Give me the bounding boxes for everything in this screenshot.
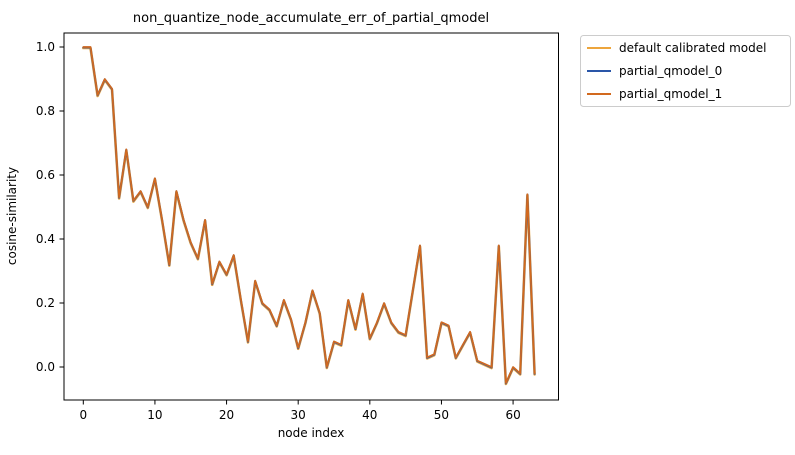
y-axis-ticks: 1.0 0.8 0.6 0.4 0.2 0.0 bbox=[36, 40, 64, 374]
series-lines bbox=[82, 46, 536, 386]
legend-label-partial-qmodel-0: partial_qmodel_0 bbox=[619, 64, 722, 78]
x-tick-label: 30 bbox=[291, 408, 306, 422]
x-axis-ticks: 0 10 20 30 40 50 60 bbox=[79, 400, 521, 422]
x-tick-label: 50 bbox=[434, 408, 449, 422]
plot-area bbox=[63, 32, 559, 401]
y-axis-label: cosine-similarity bbox=[5, 167, 19, 265]
legend-box bbox=[580, 35, 791, 107]
legend-label-default-calibrated-model: default calibrated model bbox=[619, 41, 766, 55]
y-tick-label: 0.8 bbox=[36, 104, 55, 118]
chart-title: non_quantize_node_accumulate_err_of_part… bbox=[133, 11, 489, 26]
x-tick-label: 20 bbox=[219, 408, 234, 422]
legend-label-partial-qmodel-1: partial_qmodel_1 bbox=[619, 87, 722, 101]
y-tick-label: 0.4 bbox=[36, 232, 55, 246]
legend: default calibrated model partial_qmodel_… bbox=[580, 35, 791, 107]
y-tick-label: 1.0 bbox=[36, 40, 55, 54]
x-axis-label: node index bbox=[278, 426, 345, 440]
x-tick-label: 0 bbox=[79, 408, 87, 422]
y-tick-label: 0.0 bbox=[36, 360, 55, 374]
y-tick-label: 0.2 bbox=[36, 296, 55, 310]
series-line-partial-qmodel-1 bbox=[82, 46, 536, 384]
x-tick-label: 10 bbox=[147, 408, 162, 422]
x-tick-label: 40 bbox=[362, 408, 377, 422]
x-tick-label: 60 bbox=[505, 408, 520, 422]
y-tick-label: 0.6 bbox=[36, 168, 55, 182]
